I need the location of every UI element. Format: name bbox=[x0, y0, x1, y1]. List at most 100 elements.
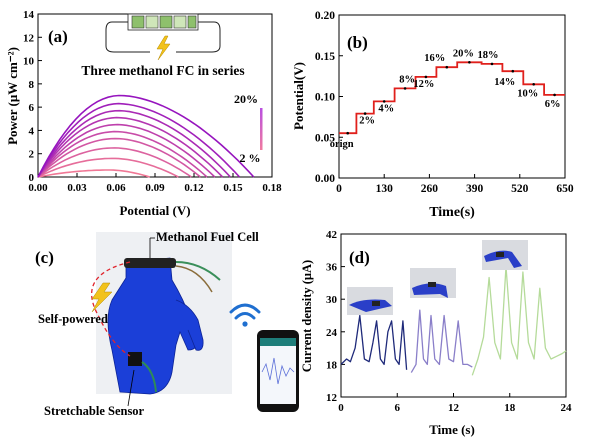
step-label: 10% bbox=[517, 88, 538, 99]
finger-bend-photo-2 bbox=[410, 268, 456, 298]
step-label: 14% bbox=[494, 77, 515, 88]
power-curve bbox=[37, 116, 224, 178]
step-label: 8% bbox=[399, 74, 415, 85]
y-tick-label: 0.20 bbox=[315, 10, 335, 22]
x-axis-label: Time (s) bbox=[429, 422, 475, 437]
power-curve bbox=[37, 109, 231, 178]
step-marker bbox=[363, 112, 367, 115]
y-tick-label: 12 bbox=[326, 392, 338, 404]
y-tick-label: 0.10 bbox=[315, 92, 335, 104]
y-axis-label: Power (μW cm⁻²) bbox=[5, 47, 20, 145]
y-tick-label: 36 bbox=[326, 262, 338, 274]
legend-high: 20% bbox=[234, 92, 258, 106]
x-axis-label: Time(s) bbox=[429, 205, 475, 220]
finger-bend-photo-3 bbox=[482, 240, 528, 270]
step-label: 20% bbox=[453, 48, 474, 59]
y-tick-label: 0.15 bbox=[315, 51, 335, 63]
panel-a: 0.00 0.03 0.06 0.09 0.12 0.15 0.1802468101214 … bbox=[5, 9, 282, 218]
panel-d: 0 6 12 18 24 12 18 24 30 36 42 (d) Time (s) Curren… bbox=[300, 229, 572, 437]
panel-d-frame bbox=[340, 233, 567, 398]
power-curve bbox=[37, 147, 192, 178]
x-tick-label: 650 bbox=[556, 183, 574, 195]
finger-bend-photo-1 bbox=[347, 287, 393, 315]
methanol-fuel-cell-label: Methanol Fuel Cell bbox=[156, 230, 259, 244]
power-curve bbox=[37, 169, 151, 178]
y-axis-label: Potential(V) bbox=[291, 62, 306, 130]
x-tick-label: 390 bbox=[466, 183, 484, 195]
sensor-patch bbox=[128, 352, 142, 366]
power-curve bbox=[37, 123, 216, 178]
step-marker bbox=[346, 131, 350, 135]
panel-b: 0 130 260 390 520 650 0.00 0.05 0.10 0.15 0.20 ori… bbox=[291, 10, 574, 220]
step-marker bbox=[553, 93, 556, 97]
step-marker bbox=[468, 61, 471, 64]
x-tick-label: 0 bbox=[336, 183, 342, 195]
y-tick-label: 8 bbox=[29, 79, 35, 91]
x-tick-label: 0.03 bbox=[67, 182, 87, 194]
panel-d-label: (d) bbox=[349, 248, 370, 267]
step-marker bbox=[424, 75, 428, 79]
x-tick-label: 0.18 bbox=[262, 182, 282, 194]
x-tick-label: 0.12 bbox=[184, 182, 204, 194]
x-tick-label: 0.09 bbox=[145, 182, 165, 194]
y-tick-label: 0.00 bbox=[315, 173, 335, 185]
current-series-line bbox=[410, 309, 473, 373]
y-tick-label: 24 bbox=[326, 327, 338, 339]
step-marker bbox=[382, 100, 386, 103]
step-label: 16% bbox=[424, 53, 445, 64]
power-curve bbox=[37, 102, 241, 178]
step-label: 12% bbox=[413, 79, 434, 90]
y-tick-label: 30 bbox=[326, 294, 338, 306]
legend-low: 2 % bbox=[240, 151, 261, 165]
step-marker bbox=[532, 83, 535, 86]
panel-c: (c) Methanol Fuel Cell bbox=[35, 230, 299, 418]
power-curve bbox=[37, 137, 202, 178]
y-tick-label: 4 bbox=[29, 125, 35, 137]
panel-b-label: (b) bbox=[347, 33, 368, 52]
x-tick-label: 0.06 bbox=[106, 182, 126, 194]
x-tick-label: 0.15 bbox=[223, 182, 243, 194]
wrist-band bbox=[124, 258, 176, 268]
power-curve bbox=[37, 157, 179, 178]
legend-gradient-bar bbox=[260, 108, 263, 150]
current-series-line bbox=[471, 265, 567, 376]
x-tick-label: 0.00 bbox=[28, 182, 48, 194]
x-tick-label: 260 bbox=[421, 183, 439, 195]
step-label: orign bbox=[330, 139, 354, 150]
lightning-icon bbox=[91, 282, 113, 313]
lightning-icon bbox=[156, 35, 171, 61]
x-tick-label: 18 bbox=[504, 402, 516, 414]
x-tick-label: 130 bbox=[376, 183, 394, 195]
y-tick-label: 6 bbox=[29, 102, 35, 114]
y-tick-label: 0 bbox=[29, 172, 35, 184]
y-tick-label: 2 bbox=[29, 149, 35, 161]
step-marker bbox=[403, 87, 407, 90]
stretchable-sensor-label: Stretchable Sensor bbox=[44, 404, 145, 418]
x-tick-label: 12 bbox=[448, 402, 460, 414]
step-label: 2% bbox=[359, 116, 375, 127]
inset-title: Three methanol FC in series bbox=[81, 63, 244, 78]
wifi-icon bbox=[229, 303, 261, 327]
y-axis-label: Current density (μA) bbox=[300, 260, 314, 372]
self-powered-label: Self-powered bbox=[38, 312, 108, 326]
y-tick-label: 0.05 bbox=[315, 132, 335, 144]
y-tick-label: 18 bbox=[326, 359, 338, 371]
y-tick-label: 14 bbox=[23, 9, 35, 21]
power-curve bbox=[37, 130, 208, 178]
x-tick-label: 0 bbox=[338, 402, 344, 414]
step-marker bbox=[490, 62, 494, 66]
power-curve bbox=[37, 94, 255, 178]
step-marker bbox=[511, 69, 515, 73]
y-tick-label: 10 bbox=[23, 56, 35, 68]
x-axis-label: Potential (V) bbox=[119, 203, 190, 218]
power-wire bbox=[90, 261, 131, 357]
x-tick-label: 6 bbox=[395, 402, 401, 414]
step-label: 18% bbox=[478, 50, 499, 61]
fuel-cell-series-icon bbox=[105, 13, 221, 61]
y-tick-label: 42 bbox=[326, 229, 338, 241]
x-tick-label: 24 bbox=[561, 402, 573, 414]
current-series-line bbox=[340, 314, 408, 370]
panel-a-label: (a) bbox=[48, 27, 68, 46]
step-label: 6% bbox=[545, 99, 561, 110]
